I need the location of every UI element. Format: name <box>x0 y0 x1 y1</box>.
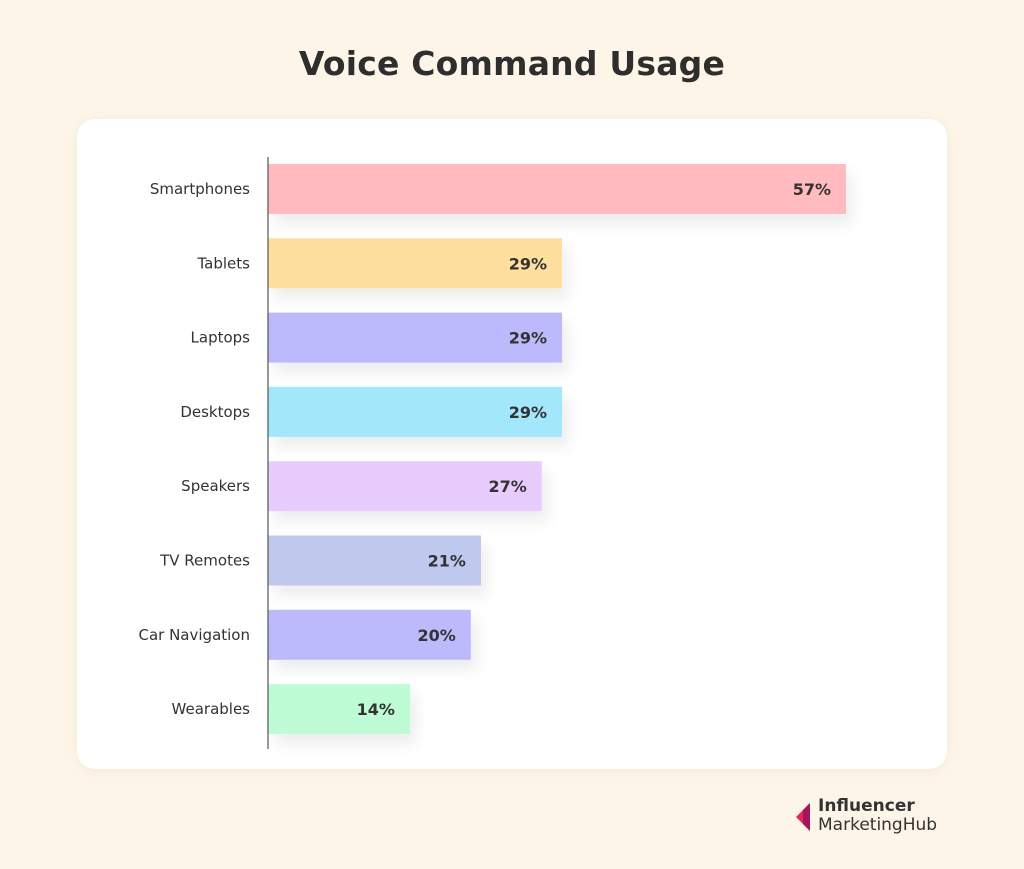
category-label: Car Navigation <box>138 626 250 644</box>
category-label: Desktops <box>180 403 250 421</box>
bar-car-navigation <box>268 609 471 660</box>
logo-text-influencer: Influencer <box>818 796 915 816</box>
chart-card: Smartphones 57% Tablets 29% Laptops 29% Deskto… <box>77 119 947 769</box>
bar-laptops <box>268 312 563 363</box>
bar-speakers <box>268 461 542 512</box>
bar-smartphones <box>268 164 846 214</box>
category-label: Tablets <box>197 254 251 272</box>
category-label: Wearables <box>172 700 251 718</box>
category-label: Laptops <box>191 329 251 347</box>
brand-logo: Influencer MarketingHub <box>796 796 966 836</box>
chart-title: Voice Command Usage <box>298 44 726 83</box>
value-label: 29% <box>509 403 547 422</box>
bar-desktops <box>268 386 563 437</box>
value-label: 14% <box>357 700 395 719</box>
category-label: Speakers <box>181 477 250 495</box>
category-label: Smartphones <box>150 180 250 198</box>
bar-chart: Smartphones 57% Tablets 29% Laptops 29% Deskto… <box>138 157 846 749</box>
value-label: 29% <box>509 254 547 273</box>
value-label: 57% <box>793 180 831 199</box>
value-label: 27% <box>488 477 526 496</box>
value-label: 29% <box>509 329 547 348</box>
logo-text-marketinghub: MarketingHub <box>818 815 938 835</box>
bar-tv-remotes <box>268 535 481 586</box>
logo-diamond-icon <box>796 803 810 831</box>
bar-wearables <box>268 684 410 735</box>
value-label: 21% <box>428 552 466 571</box>
bar-tablets <box>268 238 563 289</box>
value-label: 20% <box>418 626 456 645</box>
category-label: TV Remotes <box>159 552 250 570</box>
